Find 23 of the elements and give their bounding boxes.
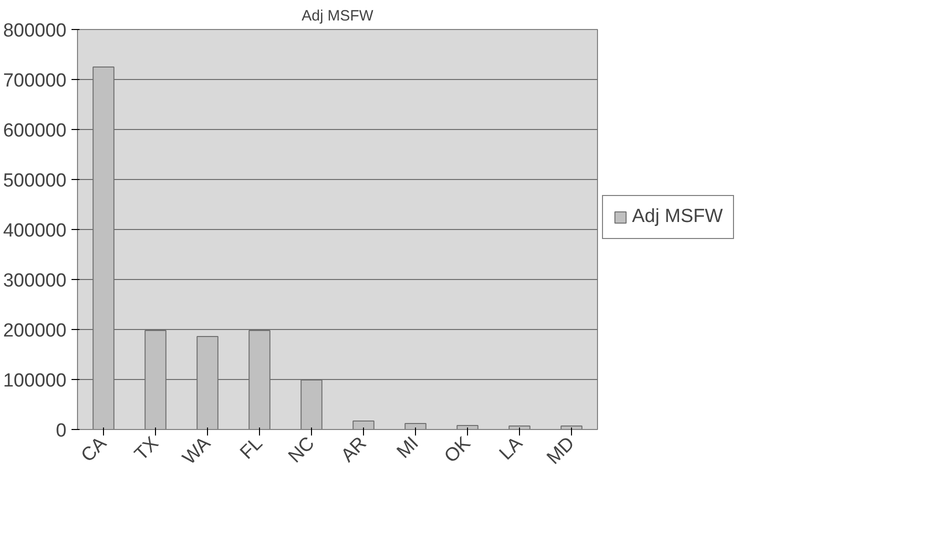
y-tick-label: 0 — [56, 420, 67, 442]
y-tick-label: 400000 — [3, 220, 67, 242]
y-tick-label: 300000 — [3, 270, 67, 292]
x-tick-label: WA — [178, 432, 216, 470]
x-tick-label: TX — [130, 432, 164, 466]
y-tick-label: 600000 — [3, 120, 67, 142]
y-tick-label: 100000 — [3, 370, 67, 392]
bar — [352, 420, 374, 430]
x-tick-label: CA — [77, 432, 112, 467]
x-tick-label: FL — [236, 433, 267, 464]
y-tick-label: 500000 — [3, 170, 67, 192]
x-tick-label: MI — [393, 433, 423, 463]
y-tick-label: 200000 — [3, 320, 67, 342]
y-tick-label: 800000 — [3, 20, 67, 42]
x-tick-label: LA — [496, 432, 528, 464]
x-tick-label: NC — [284, 433, 319, 468]
bar — [404, 423, 426, 430]
x-tick-label: MD — [543, 433, 579, 469]
x-tick-label: OK — [440, 432, 476, 468]
chart-title: Adj MSFW — [302, 8, 374, 24]
legend-label: Adj MSFW — [632, 206, 723, 228]
y-tick-label: 700000 — [3, 70, 67, 92]
x-tick-label: AR — [337, 433, 371, 467]
